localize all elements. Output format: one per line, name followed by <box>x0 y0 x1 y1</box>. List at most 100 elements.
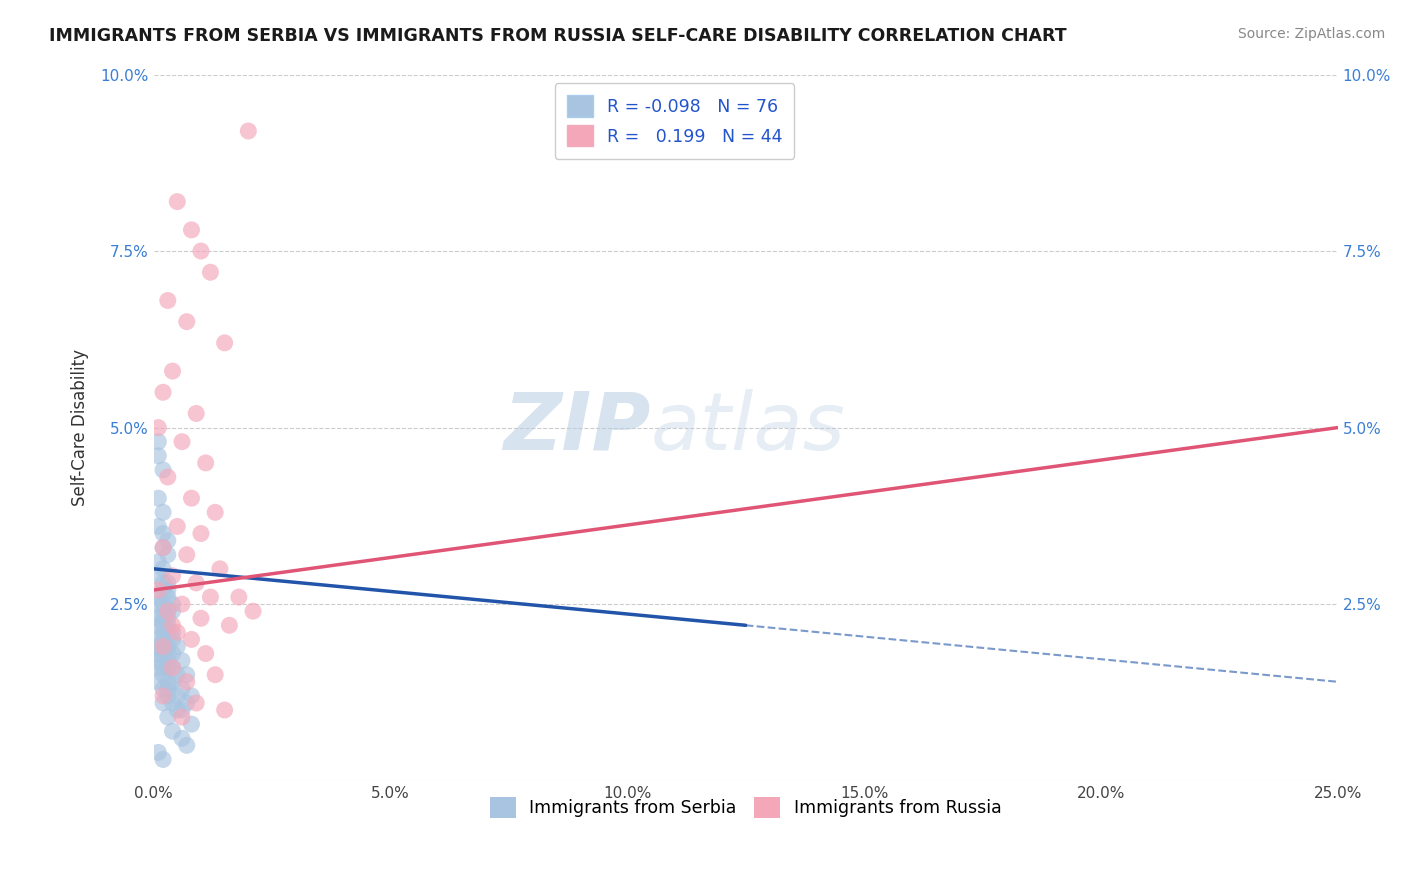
Point <box>162 696 184 710</box>
Point <box>148 647 170 661</box>
Text: IMMIGRANTS FROM SERBIA VS IMMIGRANTS FROM RUSSIA SELF-CARE DISABILITY CORRELATIO: IMMIGRANTS FROM SERBIA VS IMMIGRANTS FRO… <box>49 27 1067 45</box>
Point <box>190 611 212 625</box>
Point <box>152 562 174 576</box>
Point <box>166 194 188 209</box>
Point <box>162 597 184 611</box>
Point <box>152 604 174 618</box>
Point <box>148 640 170 654</box>
Point <box>152 640 174 654</box>
Point <box>176 674 198 689</box>
Point <box>170 710 193 724</box>
Point <box>156 604 179 618</box>
Point <box>156 611 179 625</box>
Point <box>148 746 170 760</box>
Point <box>166 519 188 533</box>
Point <box>176 696 198 710</box>
Point <box>214 335 236 350</box>
Point <box>180 491 202 506</box>
Point <box>170 654 193 668</box>
Point <box>186 576 208 591</box>
Point <box>152 640 174 654</box>
Point <box>162 569 184 583</box>
Point <box>214 703 236 717</box>
Point <box>148 590 170 604</box>
Point <box>200 265 222 279</box>
Point <box>156 293 179 308</box>
Point <box>148 420 170 434</box>
Point <box>166 703 188 717</box>
Point <box>194 456 217 470</box>
Text: Source: ZipAtlas.com: Source: ZipAtlas.com <box>1237 27 1385 41</box>
Point <box>176 739 198 753</box>
Point <box>156 590 179 604</box>
Text: atlas: atlas <box>651 389 845 467</box>
Point <box>204 667 226 681</box>
Point <box>152 611 174 625</box>
Point <box>180 223 202 237</box>
Point <box>156 548 179 562</box>
Point <box>152 541 174 555</box>
Point <box>148 618 170 632</box>
Point <box>156 582 179 597</box>
Point <box>152 752 174 766</box>
Point <box>156 710 179 724</box>
Point <box>156 689 179 703</box>
Point <box>152 385 174 400</box>
Point <box>152 597 174 611</box>
Point <box>152 505 174 519</box>
Point <box>156 576 179 591</box>
Point <box>170 731 193 746</box>
Point <box>148 582 170 597</box>
Point <box>156 647 179 661</box>
Point <box>162 604 184 618</box>
Point <box>204 505 226 519</box>
Point <box>162 724 184 739</box>
Point <box>148 674 170 689</box>
Point <box>152 625 174 640</box>
Text: ZIP: ZIP <box>503 389 651 467</box>
Point <box>166 667 188 681</box>
Point <box>180 632 202 647</box>
Point <box>156 674 179 689</box>
Point <box>166 625 188 640</box>
Point <box>152 541 174 555</box>
Point <box>162 661 184 675</box>
Y-axis label: Self-Care Disability: Self-Care Disability <box>72 349 89 506</box>
Point <box>242 604 264 618</box>
Point <box>152 667 174 681</box>
Point <box>194 647 217 661</box>
Point <box>148 597 170 611</box>
Point <box>152 526 174 541</box>
Point <box>152 463 174 477</box>
Point <box>156 604 179 618</box>
Point <box>180 717 202 731</box>
Point <box>148 555 170 569</box>
Point <box>238 124 260 138</box>
Point <box>218 618 240 632</box>
Point <box>148 654 170 668</box>
Point <box>176 667 198 681</box>
Point <box>162 632 184 647</box>
Point <box>170 681 193 696</box>
Point <box>148 611 170 625</box>
Point <box>152 647 174 661</box>
Point <box>170 597 193 611</box>
Point <box>170 703 193 717</box>
Point <box>152 681 174 696</box>
Point <box>176 548 198 562</box>
Legend: Immigrants from Serbia, Immigrants from Russia: Immigrants from Serbia, Immigrants from … <box>482 789 1008 825</box>
Point <box>156 470 179 484</box>
Point <box>156 533 179 548</box>
Point <box>156 681 179 696</box>
Point <box>148 519 170 533</box>
Point <box>148 661 170 675</box>
Point <box>208 562 231 576</box>
Point <box>152 689 174 703</box>
Point <box>170 434 193 449</box>
Point <box>190 244 212 258</box>
Point <box>152 618 174 632</box>
Point <box>186 407 208 421</box>
Point <box>152 696 174 710</box>
Point <box>156 618 179 632</box>
Point <box>156 654 179 668</box>
